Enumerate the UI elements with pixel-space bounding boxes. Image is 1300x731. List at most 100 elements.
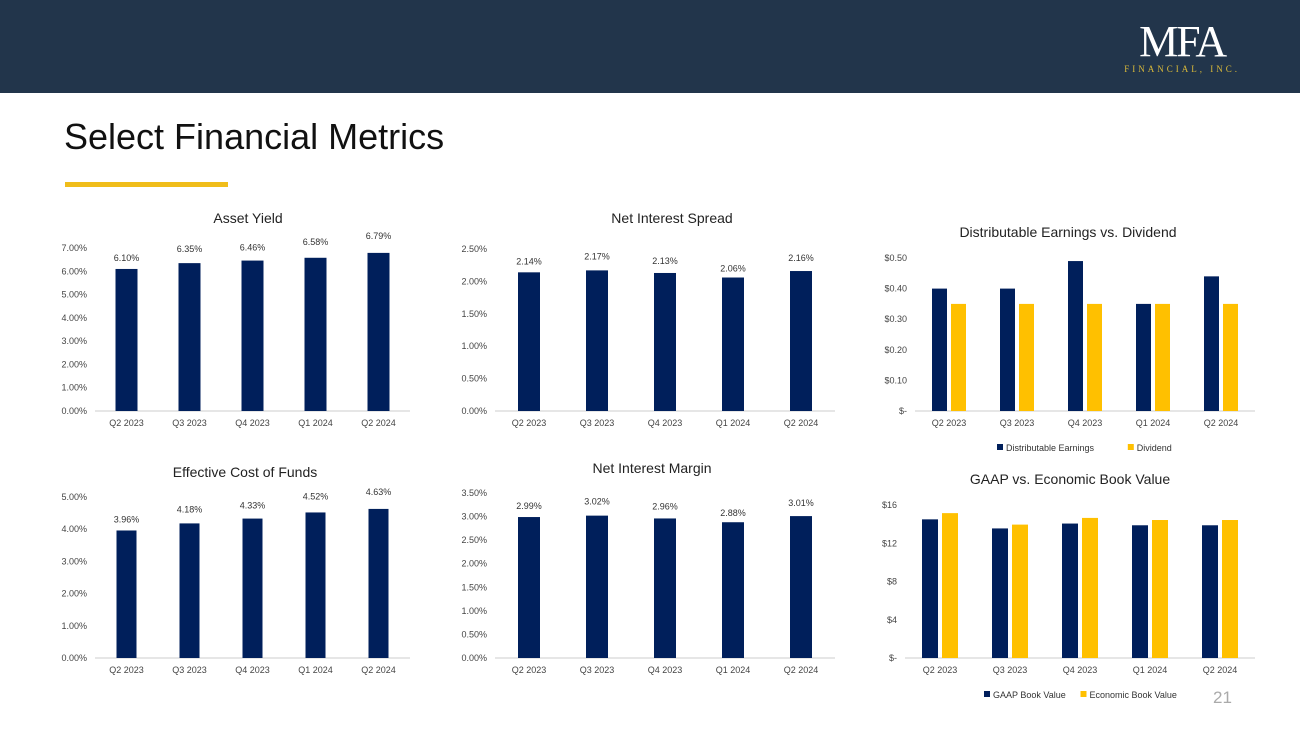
y-tick-label: 2.00% [461,276,487,286]
y-tick-label: 0.50% [461,629,487,639]
data-label: 2.06% [720,264,746,274]
bar [722,277,744,411]
chart-title: Net Interest Spread [611,210,732,226]
y-tick-label: 0.00% [61,653,87,663]
data-label: 3.01% [788,498,814,508]
data-label: 2.16% [788,253,814,263]
data-label: 2.17% [584,251,610,261]
x-tick-label: Q3 2023 [1000,418,1035,428]
x-tick-label: Q2 2024 [1204,418,1239,428]
logo-text: MFA [1139,17,1227,66]
bar [116,530,137,658]
bar [586,515,608,658]
bar [1068,261,1083,411]
y-tick-label: 2.00% [61,589,87,599]
data-label: 2.14% [516,256,542,266]
y-tick-label: $0.40 [884,284,907,294]
x-tick-label: Q2 2023 [512,418,547,428]
x-tick-label: Q1 2024 [298,418,333,428]
bar [654,272,676,411]
bar [942,513,958,658]
bar [1012,524,1028,658]
bar [1222,520,1238,658]
x-tick-label: Q4 2023 [235,418,270,428]
bar [1087,303,1102,411]
legend-label: GAAP Book Value [993,690,1066,700]
y-tick-label: $- [889,653,897,663]
x-tick-label: Q1 2024 [1136,418,1171,428]
x-tick-label: Q4 2023 [648,665,683,675]
data-label: 4.33% [240,501,266,511]
legend-swatch [1080,691,1087,697]
company-logo: MFA FINANCIAL, INC. [1124,17,1240,75]
bar [1062,523,1078,658]
x-tick-label: Q1 2024 [716,418,751,428]
page-number: 21 [1213,688,1232,707]
y-tick-label: $- [899,406,907,416]
bar [518,272,540,411]
y-tick-label: $4 [887,615,897,625]
bar [1132,525,1148,658]
x-tick-label: Q1 2024 [1133,665,1168,675]
y-tick-label: 0.50% [461,374,487,384]
y-tick-label: 0.00% [61,406,87,416]
y-tick-label: $0.30 [884,314,907,324]
data-label: 2.13% [652,256,678,266]
chart-title: Effective Cost of Funds [173,464,317,480]
bar [654,518,676,658]
bar [368,508,389,658]
y-tick-label: 1.00% [461,606,487,616]
bar [922,519,938,658]
y-tick-label: 4.00% [61,313,87,323]
y-tick-label: $0.20 [884,345,907,355]
y-tick-label: 1.00% [61,621,87,631]
data-label: 2.88% [720,508,746,518]
y-tick-label: 3.00% [61,556,87,566]
x-tick-label: Q1 2024 [716,665,751,675]
y-tick-label: 5.00% [61,290,87,300]
y-tick-label: 2.50% [461,244,487,254]
bar [951,303,966,411]
bar [1136,303,1151,411]
data-label: 6.58% [303,237,329,247]
bar [115,268,138,411]
data-label: 3.96% [114,514,140,524]
legend-swatch [984,691,990,697]
y-tick-label: 2.00% [61,359,87,369]
header-bar: MFA FINANCIAL, INC. [0,0,1300,93]
data-label: 6.79% [366,231,392,241]
chart-title: GAAP vs. Economic Book Value [970,471,1170,487]
x-tick-label: Q2 2024 [1203,665,1238,675]
bar [1223,303,1238,411]
bar [1000,288,1015,411]
data-label: 4.52% [303,491,329,501]
x-tick-label: Q2 2023 [109,665,144,675]
x-tick-label: Q2 2024 [784,665,819,675]
x-tick-label: Q2 2023 [923,665,958,675]
chart-title: Asset Yield [213,210,282,226]
x-tick-label: Q4 2023 [235,665,270,675]
bar [518,517,540,658]
x-tick-label: Q3 2023 [172,418,207,428]
bar [790,516,812,658]
bar [178,263,201,411]
bar [179,523,200,658]
y-tick-label: 6.00% [61,266,87,276]
bar [305,512,326,658]
y-tick-label: 1.50% [461,309,487,319]
x-tick-label: Q2 2024 [361,665,396,675]
bar [992,528,1008,658]
y-tick-label: 7.00% [61,243,87,253]
data-label: 2.99% [516,501,542,511]
x-tick-label: Q2 2024 [361,418,396,428]
data-label: 6.10% [114,253,140,263]
bar [367,252,390,411]
y-tick-label: 1.50% [461,582,487,592]
x-tick-label: Q3 2023 [993,665,1028,675]
bar [1155,303,1170,411]
y-tick-label: 3.00% [461,512,487,522]
y-tick-label: 0.00% [461,406,487,416]
data-label: 2.96% [652,501,678,511]
y-tick-label: $8 [887,577,897,587]
